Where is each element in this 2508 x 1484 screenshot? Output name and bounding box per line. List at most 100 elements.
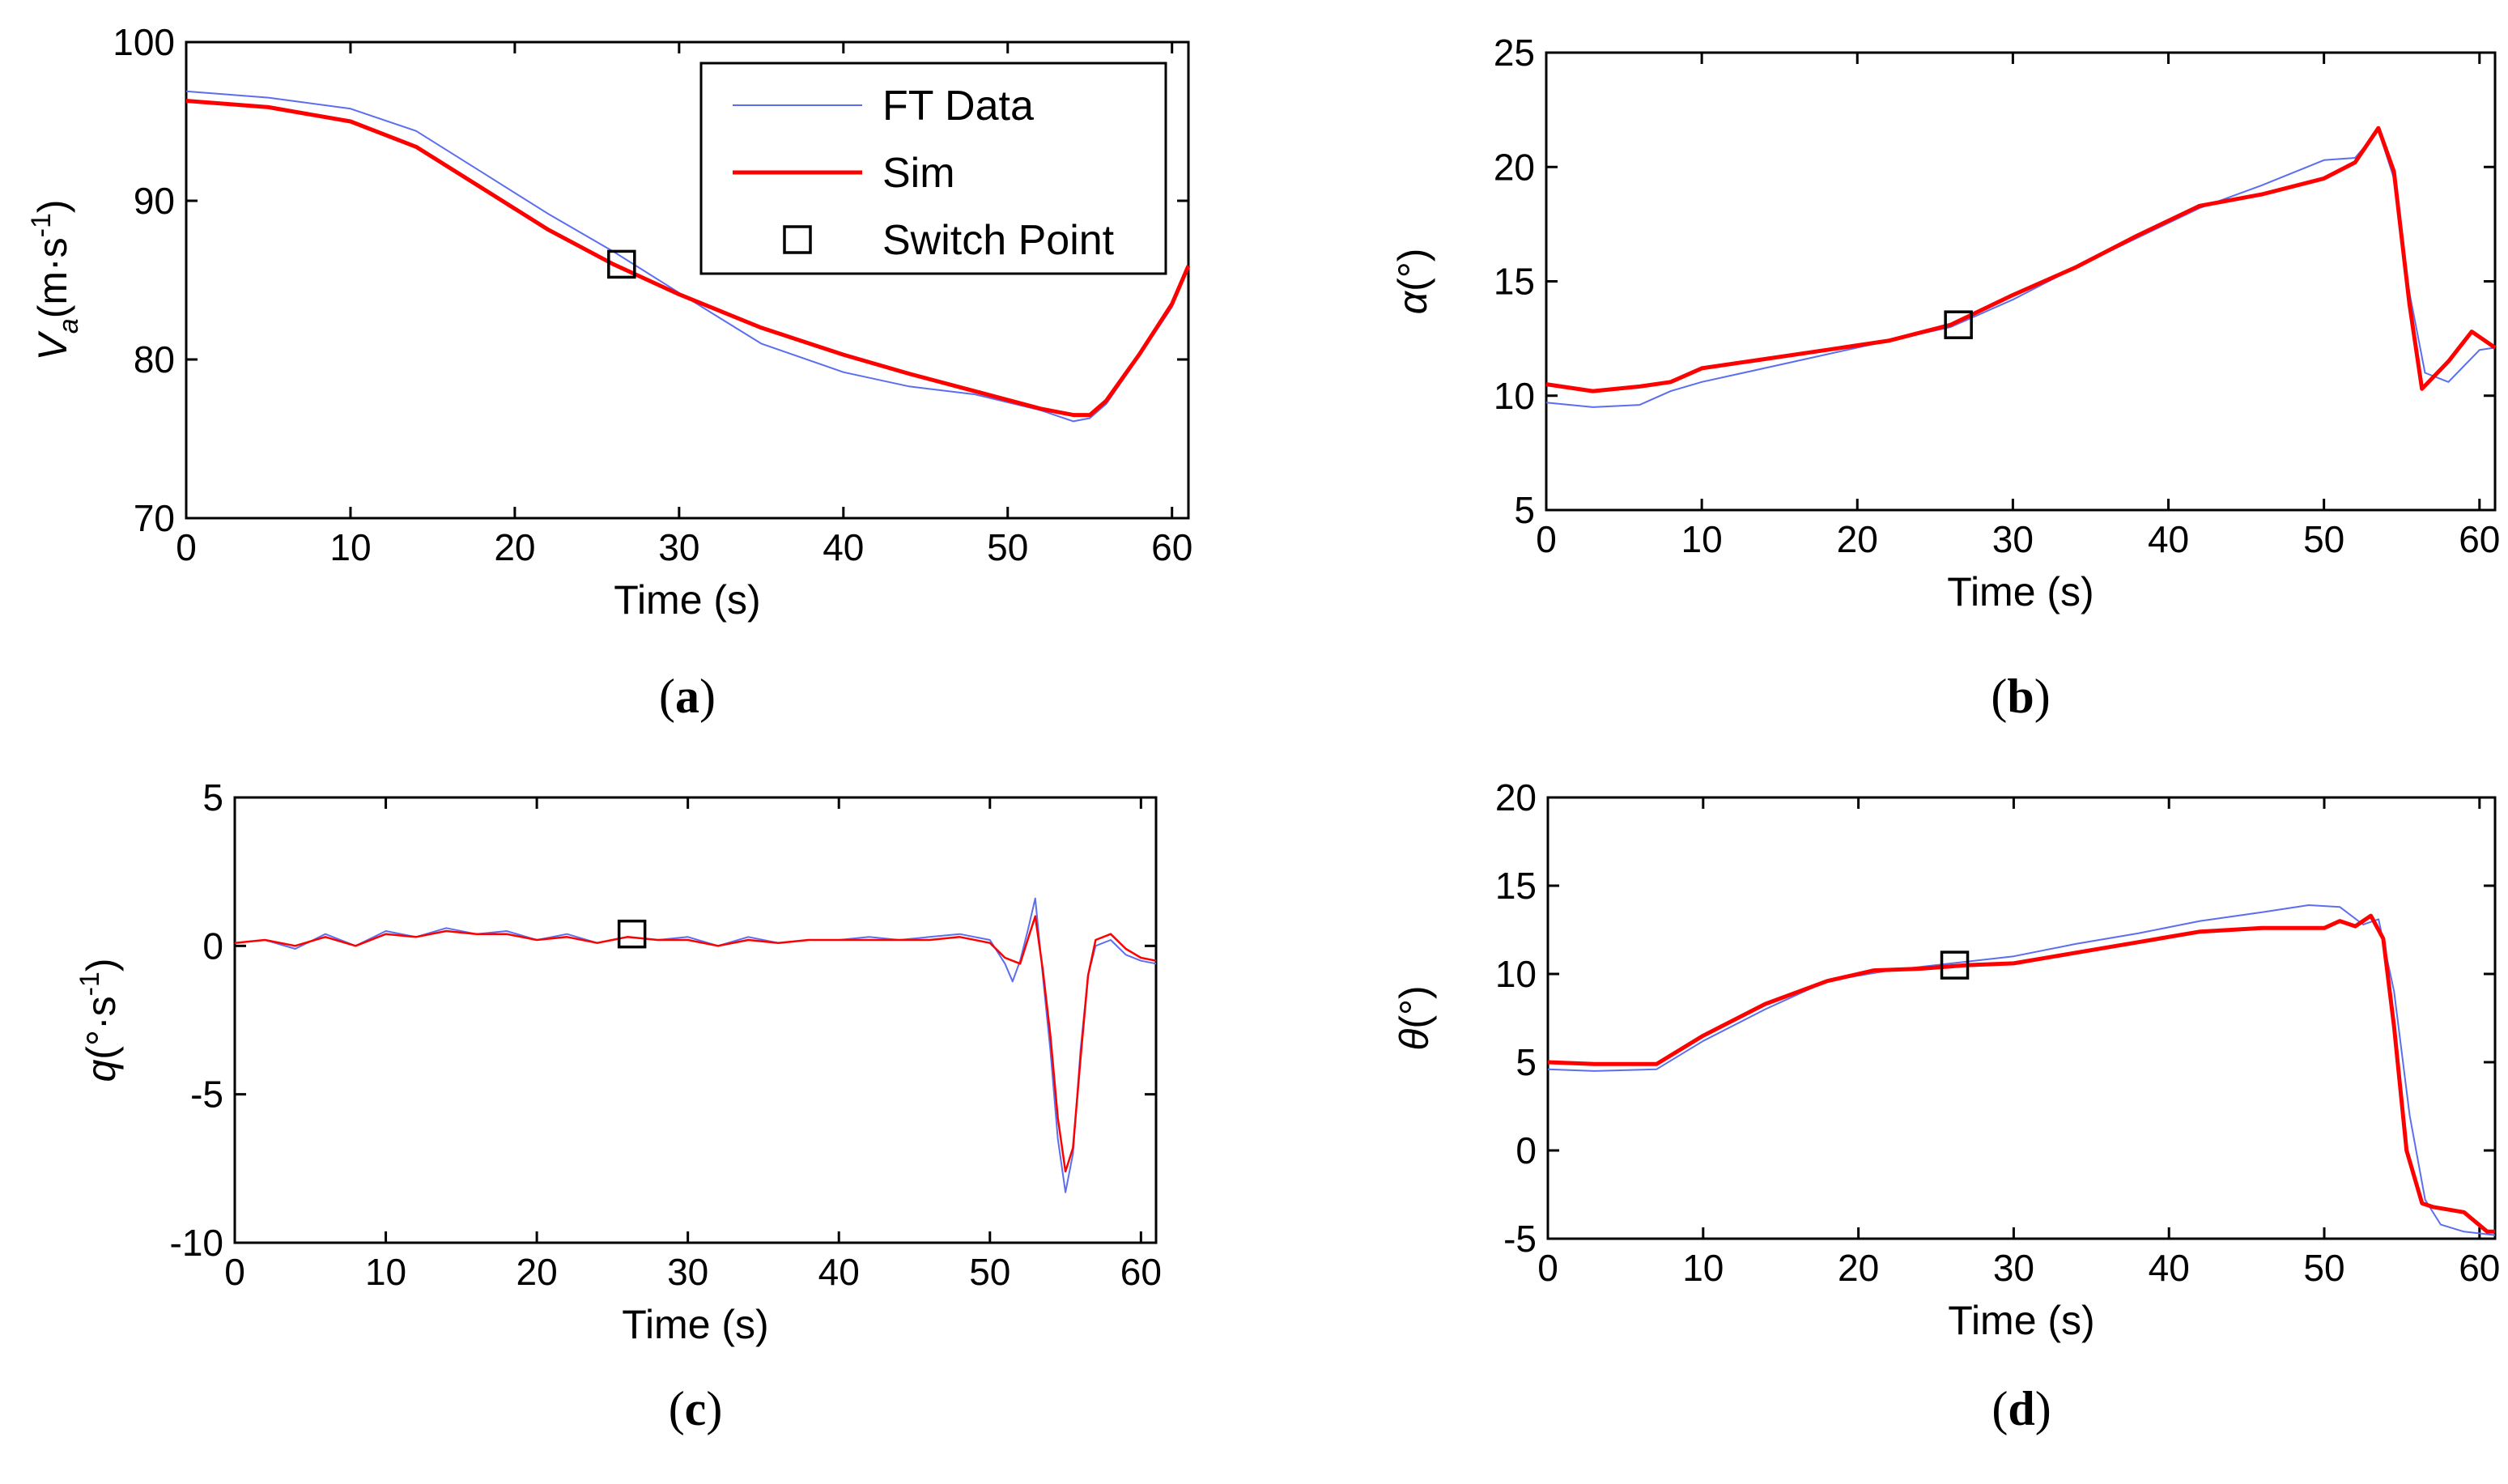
x-tick-label: 60 bbox=[1120, 1251, 1162, 1293]
y-axis-label: Va(m·s-1) bbox=[26, 199, 84, 360]
y-axis-label: α(°) bbox=[1390, 249, 1435, 315]
plot-frame bbox=[1546, 796, 2497, 1240]
panel-label-close: ) bbox=[2035, 1382, 2051, 1435]
x-tick-label: 50 bbox=[987, 526, 1028, 568]
y-axis-unit-exponent: -1 bbox=[74, 972, 105, 996]
y-axis-unit-close: ) bbox=[79, 959, 124, 972]
x-axis-label: Time (s) bbox=[1947, 569, 2094, 614]
x-tick-label: 10 bbox=[1681, 518, 1723, 560]
panel-label: (d) bbox=[1992, 1382, 2051, 1435]
x-tick-label: 30 bbox=[1993, 1247, 2034, 1289]
x-axis-label: Time (s) bbox=[622, 1302, 768, 1347]
y-axis-symbol: q bbox=[79, 1060, 124, 1082]
plot-frame bbox=[1545, 51, 2497, 512]
panel-label: (b) bbox=[1991, 670, 2050, 723]
y-axis-unit: (°) bbox=[1392, 985, 1437, 1028]
x-tick-label: 40 bbox=[823, 526, 864, 568]
x-tick-label: 0 bbox=[176, 526, 197, 568]
legend: FT Data Sim Switch Point bbox=[699, 62, 1167, 275]
switch-point-marker bbox=[607, 249, 636, 279]
y-tick-label: 15 bbox=[1495, 865, 1537, 907]
switch-point-marker bbox=[617, 919, 647, 949]
y-tick-label: 5 bbox=[1514, 489, 1535, 531]
series-line-ft-data bbox=[185, 90, 1189, 423]
x-tick-label: 60 bbox=[2459, 518, 2500, 560]
x-tick-label: 30 bbox=[1992, 518, 2034, 560]
panel-label-close: ) bbox=[2034, 670, 2051, 723]
switch-point-marker bbox=[1944, 310, 1973, 339]
x-tick-label: 10 bbox=[365, 1251, 406, 1293]
panel-label-close: ) bbox=[699, 670, 716, 723]
y-tick-label: -10 bbox=[170, 1222, 223, 1264]
panel-label: (c) bbox=[669, 1382, 723, 1435]
y-tick-label: 10 bbox=[1495, 953, 1537, 995]
y-axis-symbol: θ bbox=[1392, 1029, 1437, 1051]
panel-label-open: ( bbox=[669, 1382, 685, 1435]
legend-box bbox=[699, 62, 1167, 275]
y-tick-label: -5 bbox=[190, 1074, 223, 1116]
x-tick-label: 50 bbox=[2303, 518, 2344, 560]
y-tick-label: 80 bbox=[134, 338, 175, 381]
y-axis-subscript: a bbox=[53, 318, 84, 334]
y-tick-label: 20 bbox=[1494, 146, 1535, 188]
x-tick-label: 0 bbox=[1537, 1247, 1558, 1289]
x-tick-label: 40 bbox=[2149, 1247, 2190, 1289]
x-tick-label: 40 bbox=[818, 1251, 860, 1293]
y-axis-unit: (°·s bbox=[79, 996, 124, 1059]
y-tick-label: 0 bbox=[1515, 1129, 1537, 1171]
x-tick-label: 20 bbox=[494, 526, 535, 568]
x-tick-label: 30 bbox=[667, 1251, 708, 1293]
x-tick-label: 10 bbox=[1682, 1247, 1724, 1289]
x-tick-label: 20 bbox=[516, 1251, 558, 1293]
legend-entry-label: Sim bbox=[882, 150, 955, 197]
x-tick-label: 0 bbox=[224, 1251, 245, 1293]
y-axis-unit-exponent: -1 bbox=[26, 213, 57, 237]
panel-label-open: ( bbox=[1991, 670, 2007, 723]
y-axis-unit: (m·s bbox=[30, 237, 75, 318]
x-tick-label: 30 bbox=[658, 526, 699, 568]
y-tick-label: 0 bbox=[202, 925, 223, 967]
y-tick-label: 25 bbox=[1494, 32, 1535, 74]
x-tick-label: 0 bbox=[1536, 518, 1557, 560]
legend-swatch-switch-point bbox=[783, 225, 812, 254]
y-axis-unit-close: ) bbox=[30, 199, 75, 213]
panel-label: (a) bbox=[659, 670, 716, 723]
x-tick-label: 10 bbox=[329, 526, 371, 568]
x-tick-label: 50 bbox=[2303, 1247, 2344, 1289]
x-tick-label: 20 bbox=[1838, 1247, 1879, 1289]
panel-label-letter: a bbox=[675, 670, 699, 723]
chart-panel-b: 0 10 20 30 40 50 60 5 10 15 20 25 Time (s) α(°) (b) bbox=[1390, 32, 2500, 723]
y-axis-symbol: V bbox=[30, 330, 75, 361]
panel-label-open: ( bbox=[659, 670, 675, 723]
switch-point-marker bbox=[1940, 950, 1970, 980]
y-axis-symbol: α bbox=[1390, 290, 1435, 314]
panel-label-close: ) bbox=[706, 1382, 722, 1435]
y-axis-unit: (°) bbox=[1390, 249, 1435, 291]
y-tick-label: 70 bbox=[134, 497, 175, 539]
y-axis-label: θ(°) bbox=[1392, 985, 1437, 1050]
y-tick-label: 15 bbox=[1494, 261, 1535, 303]
x-axis-label: Time (s) bbox=[614, 577, 760, 623]
panel-label-letter: d bbox=[2008, 1382, 2034, 1435]
series-line-ft-data bbox=[1547, 904, 2496, 1236]
panel-label-letter: b bbox=[2007, 670, 2034, 723]
y-tick-label: 90 bbox=[134, 180, 175, 222]
y-tick-label: -5 bbox=[1503, 1218, 1537, 1260]
x-axis-label: Time (s) bbox=[1948, 1298, 2094, 1343]
series-line-ft-data bbox=[234, 897, 1157, 1193]
series-line-sim bbox=[1547, 913, 2495, 1234]
x-tick-label: 40 bbox=[2148, 518, 2189, 560]
y-axis-label: q(°·s-1) bbox=[74, 959, 124, 1082]
panel-label-open: ( bbox=[1992, 1382, 2008, 1435]
plot-frame bbox=[233, 796, 1158, 1244]
series-line-sim bbox=[1545, 125, 2497, 393]
legend-entry-label: Switch Point bbox=[882, 217, 1115, 264]
y-tick-label: 5 bbox=[202, 776, 223, 819]
x-tick-label: 60 bbox=[1151, 526, 1192, 568]
series-line-sim bbox=[185, 99, 1191, 418]
x-tick-label: 60 bbox=[2459, 1247, 2500, 1289]
y-tick-label: 100 bbox=[113, 21, 175, 63]
